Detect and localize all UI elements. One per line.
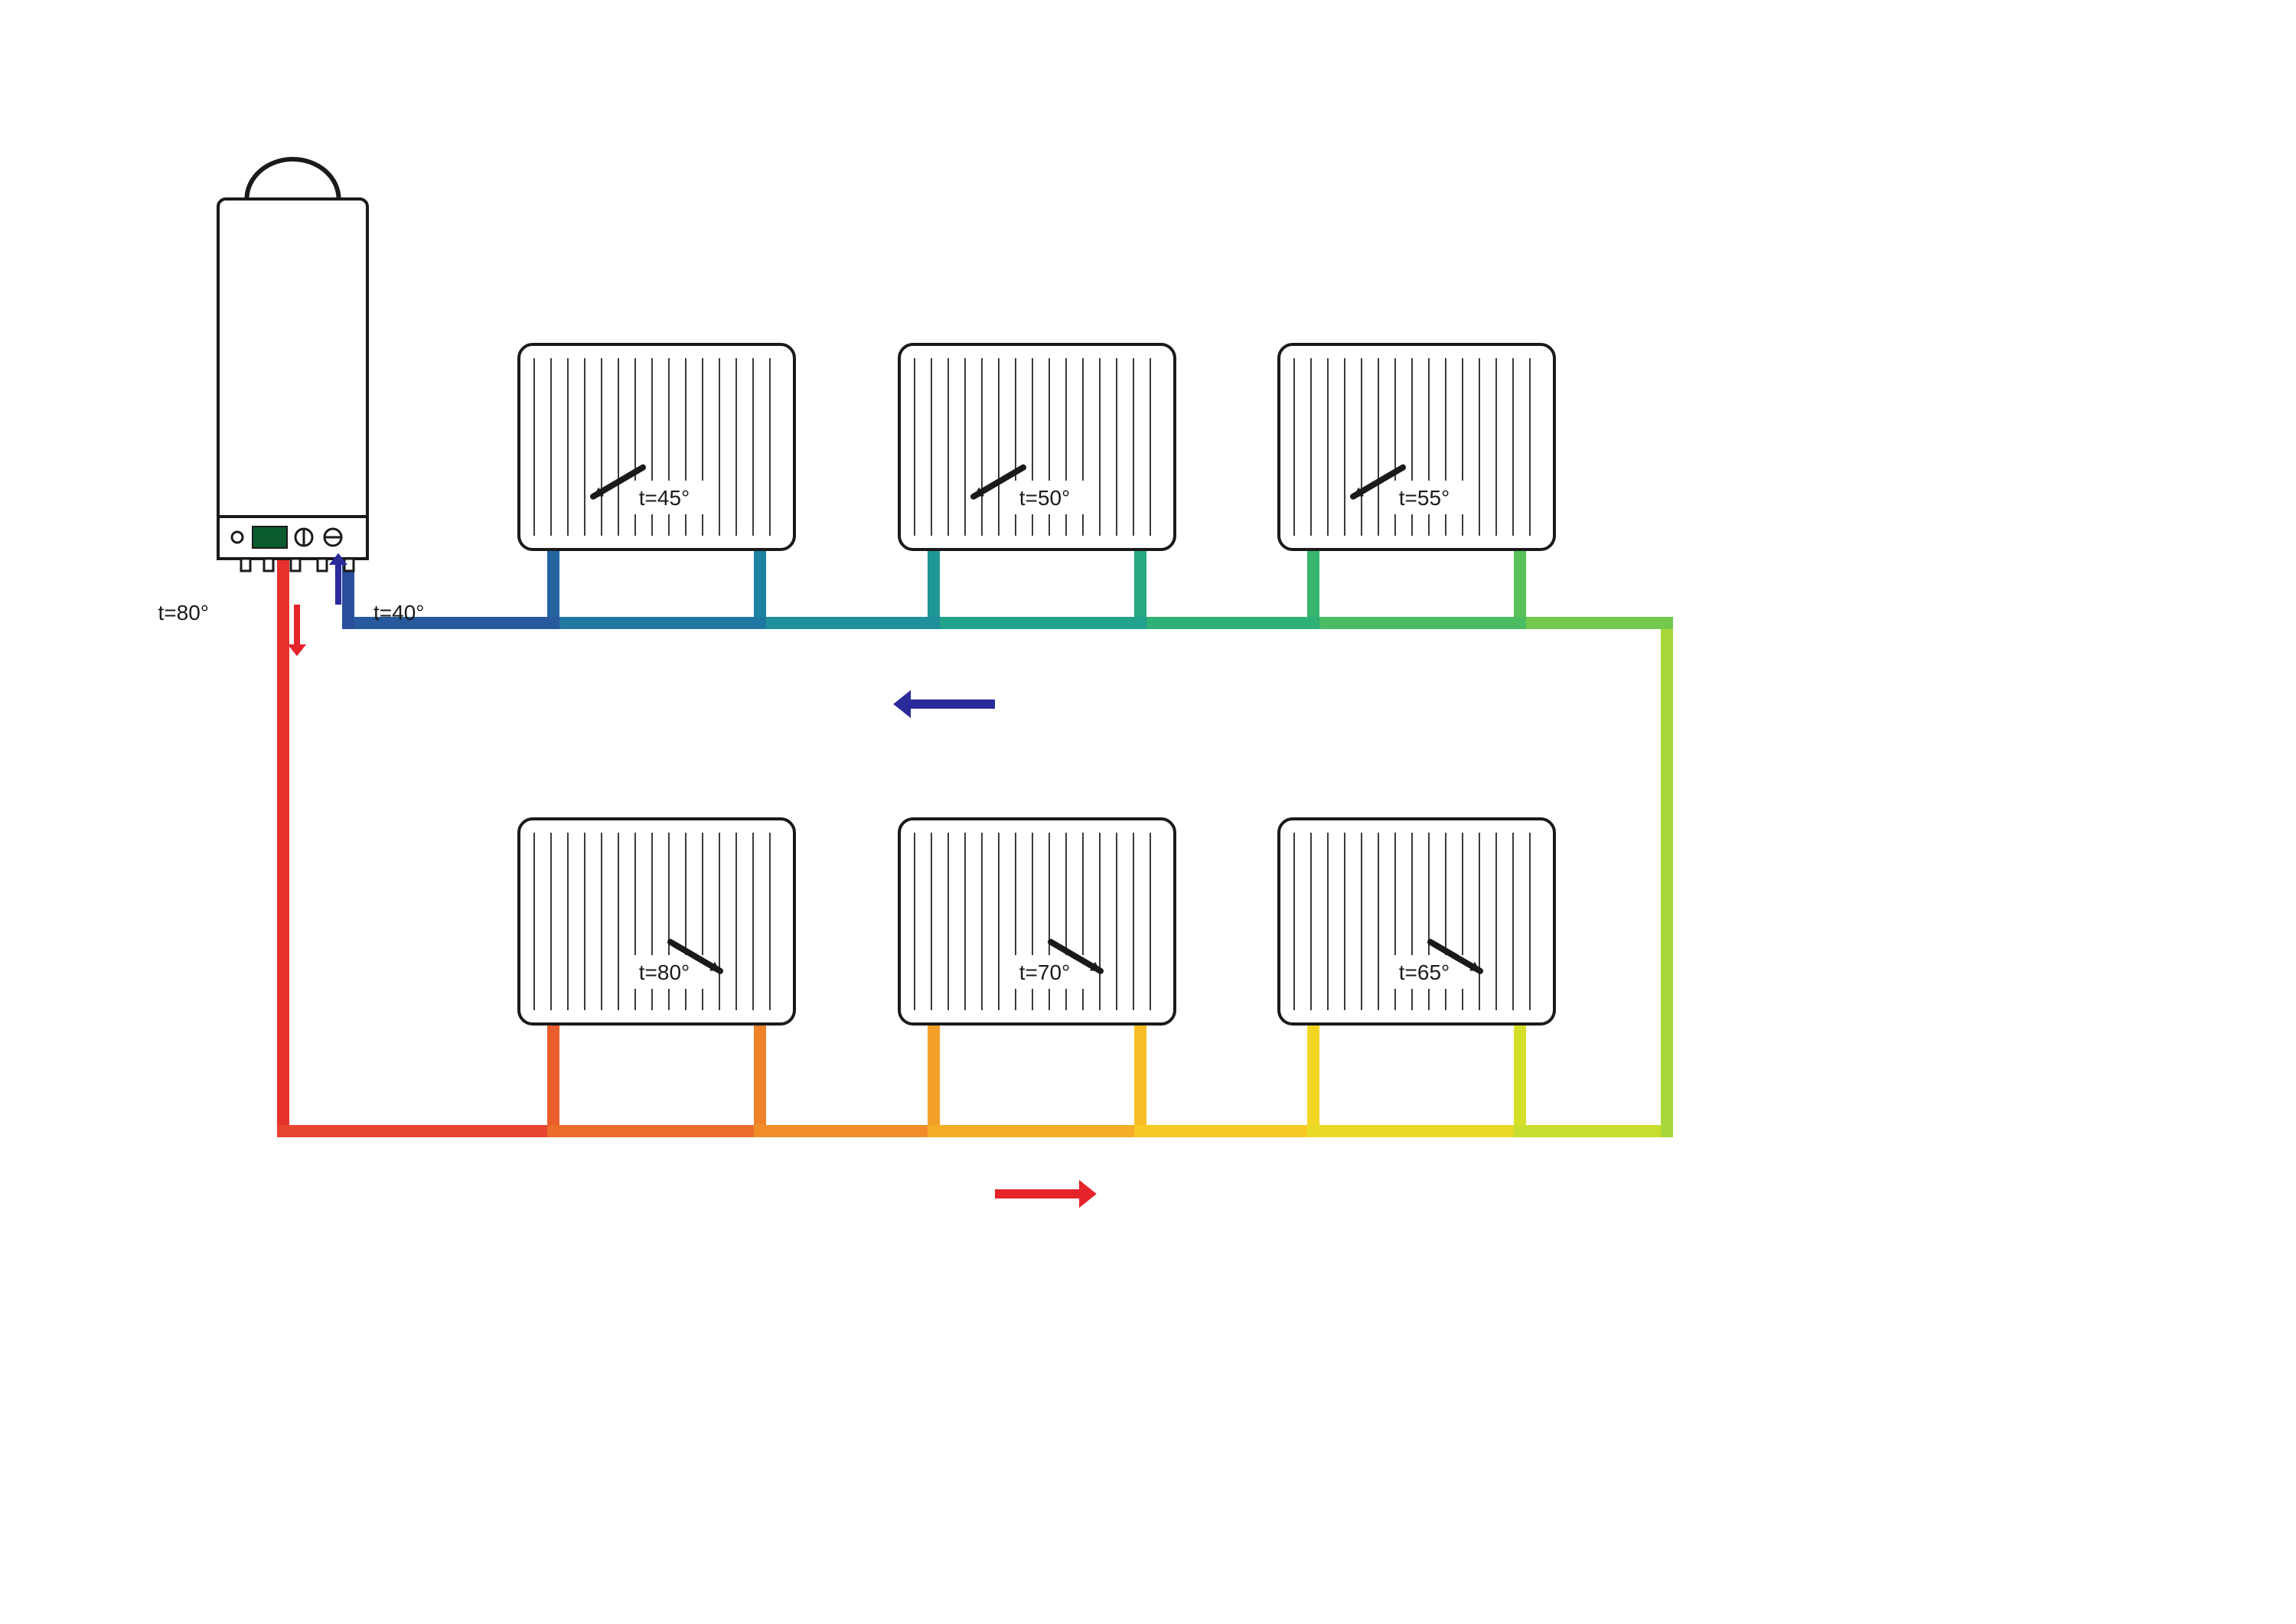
return-temp-label: t=40° — [373, 601, 424, 624]
radiator: t=50° — [899, 344, 1175, 549]
radiator-temp-label: t=80° — [639, 960, 690, 984]
radiator-temp-label: t=70° — [1019, 960, 1070, 984]
radiator-temp-label: t=45° — [639, 486, 690, 510]
supply-flow-arrow-icon — [995, 1180, 1097, 1208]
radiator-temp-label: t=55° — [1399, 486, 1450, 510]
radiator-temp-label: t=65° — [1399, 960, 1450, 984]
radiator: t=55° — [1279, 344, 1554, 549]
radiator: t=65° — [1279, 819, 1554, 1024]
radiator: t=80° — [519, 819, 794, 1024]
boiler-display-icon — [253, 527, 287, 548]
boiler: t=80° t=40° — [158, 159, 425, 624]
return-flow-arrow-icon — [893, 690, 995, 718]
radiator: t=70° — [899, 819, 1175, 1024]
radiator-temp-label: t=50° — [1019, 486, 1070, 510]
radiator: t=45° — [519, 344, 794, 549]
boiler-out-arrow-icon — [288, 605, 306, 656]
supply-temp-label: t=80° — [158, 601, 209, 624]
